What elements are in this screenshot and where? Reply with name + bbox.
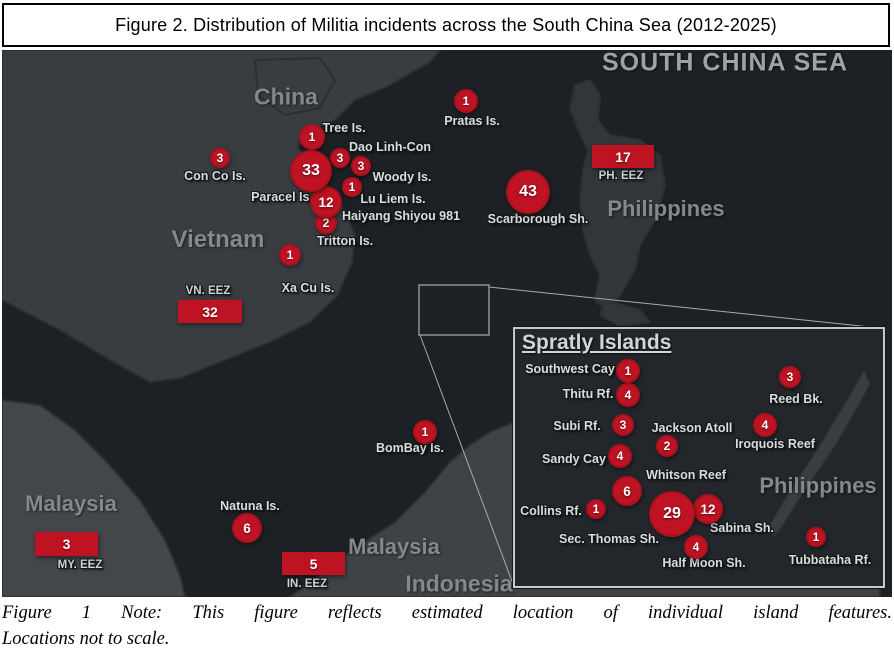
incident-marker: 6: [232, 513, 262, 543]
incident-marker: 1: [342, 177, 362, 197]
incident-marker: 3: [330, 148, 350, 168]
incident-marker: 1: [279, 244, 301, 266]
region-label-china: China: [254, 83, 318, 110]
feature-label: Natuna Is.: [220, 499, 280, 513]
eez-box-my-eez: 3: [35, 532, 98, 556]
landmass-layer: [2, 50, 881, 597]
feature-label: Sandy Cay: [542, 452, 606, 466]
incident-marker: 1: [413, 420, 437, 444]
incident-marker: 6: [612, 476, 642, 506]
callout-box: [418, 284, 490, 336]
feature-label: Pratas Is.: [444, 114, 500, 128]
incident-marker: 4: [616, 383, 640, 407]
landmass-mainland-china-vietnam: [2, 50, 441, 383]
feature-label: Jackson Atoll: [651, 421, 733, 435]
feature-label: Lu Liem Is.: [360, 192, 426, 206]
incident-marker: 29: [649, 491, 695, 537]
eez-label: VN. EEZ: [185, 285, 231, 297]
region-label-malaysia: Malaysia: [25, 491, 117, 516]
incident-marker: 4: [608, 444, 632, 468]
inset-landmass-layer: [766, 368, 871, 539]
eez-label: IN. EEZ: [286, 578, 328, 590]
region-label-philippines-inset: Philippines: [759, 473, 877, 498]
feature-label: Scarborough Sh.: [487, 212, 589, 226]
feature-label: Collins Rf.: [520, 504, 582, 518]
feature-label: Subi Rf.: [553, 419, 601, 433]
feature-label: Con Co Is.: [184, 169, 246, 183]
feature-label: Tubbataha Rf.: [788, 553, 872, 567]
feature-label: Tritton Is.: [316, 234, 374, 248]
incident-marker: 1: [616, 359, 640, 383]
feature-label: Thitu Rf.: [562, 387, 614, 401]
feature-label: Half Moon Sh.: [662, 556, 746, 570]
feature-label: Tree Is.: [322, 121, 366, 135]
callout-layer: [418, 284, 881, 585]
note-line-1: Figure 1 Note: This figure reflects esti…: [2, 603, 892, 623]
feature-label: Sec. Thomas Sh.: [558, 532, 660, 546]
feature-label: Dao Linh-Con: [349, 140, 431, 154]
incident-marker: 3: [210, 148, 230, 168]
eez-box-ph-eez: 17: [592, 145, 654, 168]
region-label-indonesia: Indonesia: [405, 570, 513, 597]
feature-label: Sabina Sh.: [710, 521, 774, 535]
eez-label: PH. EEZ: [598, 170, 644, 182]
incident-marker: 3: [779, 366, 801, 388]
callout-line-top: [488, 286, 881, 329]
incident-marker: 1: [299, 124, 325, 150]
landmass-luzon: [569, 79, 666, 311]
note-line-2: Locations not to scale.: [2, 629, 170, 649]
incident-marker: 4: [753, 413, 777, 437]
incident-marker: 4: [684, 535, 708, 559]
landmass-hainan-island: [254, 57, 336, 116]
region-label-vietnam: Vietnam: [171, 226, 265, 253]
sea-label-south-china-sea: SOUTH CHINA SEA: [601, 50, 849, 77]
incident-marker: 43: [506, 170, 550, 214]
incident-marker: 2: [656, 435, 678, 457]
feature-label: Reed Bk.: [769, 392, 823, 406]
feature-label: Iroquois Reef: [735, 437, 815, 451]
landmass-palawan: [766, 368, 871, 539]
map: Spratly Islands Philippines SOUTH CHINA …: [2, 50, 892, 597]
feature-label: Woody Is.: [372, 170, 432, 184]
region-label-malaysia: Malaysia: [348, 534, 440, 559]
feature-label: Xa Cu Is.: [281, 281, 335, 295]
region-label-philippines: Philippines: [607, 196, 725, 221]
figure-note: Figure 1 Note: This figure reflects esti…: [2, 600, 892, 652]
callout-line-bottom: [419, 334, 514, 585]
feature-label: Paracel Is.: [251, 190, 313, 204]
incident-marker: 2: [315, 212, 337, 234]
incident-marker: 1: [806, 527, 826, 547]
landmass-mindoro: [599, 299, 651, 327]
feature-label: Southwest Cay: [525, 362, 615, 376]
feature-label: Whitson Reef: [646, 468, 726, 482]
figure-title: Figure 2. Distribution of Militia incide…: [115, 14, 777, 35]
inset-title: Spratly Islands: [522, 331, 672, 354]
incident-marker: 1: [586, 499, 606, 519]
incident-marker: 3: [612, 414, 634, 436]
incident-marker: 1: [454, 89, 478, 113]
eez-label: MY. EEZ: [57, 559, 103, 571]
incident-marker: 3: [351, 156, 371, 176]
eez-box-in-eez: 5: [282, 552, 345, 575]
feature-label: BomBay Is.: [375, 441, 445, 455]
incident-marker: 12: [693, 494, 723, 524]
feature-label: Haiyang Shiyou 981: [341, 209, 461, 223]
incident-marker: 33: [290, 150, 332, 192]
figure-title-bar: Figure 2. Distribution of Militia incide…: [2, 3, 890, 47]
eez-box-vn-eez: 32: [178, 300, 242, 323]
